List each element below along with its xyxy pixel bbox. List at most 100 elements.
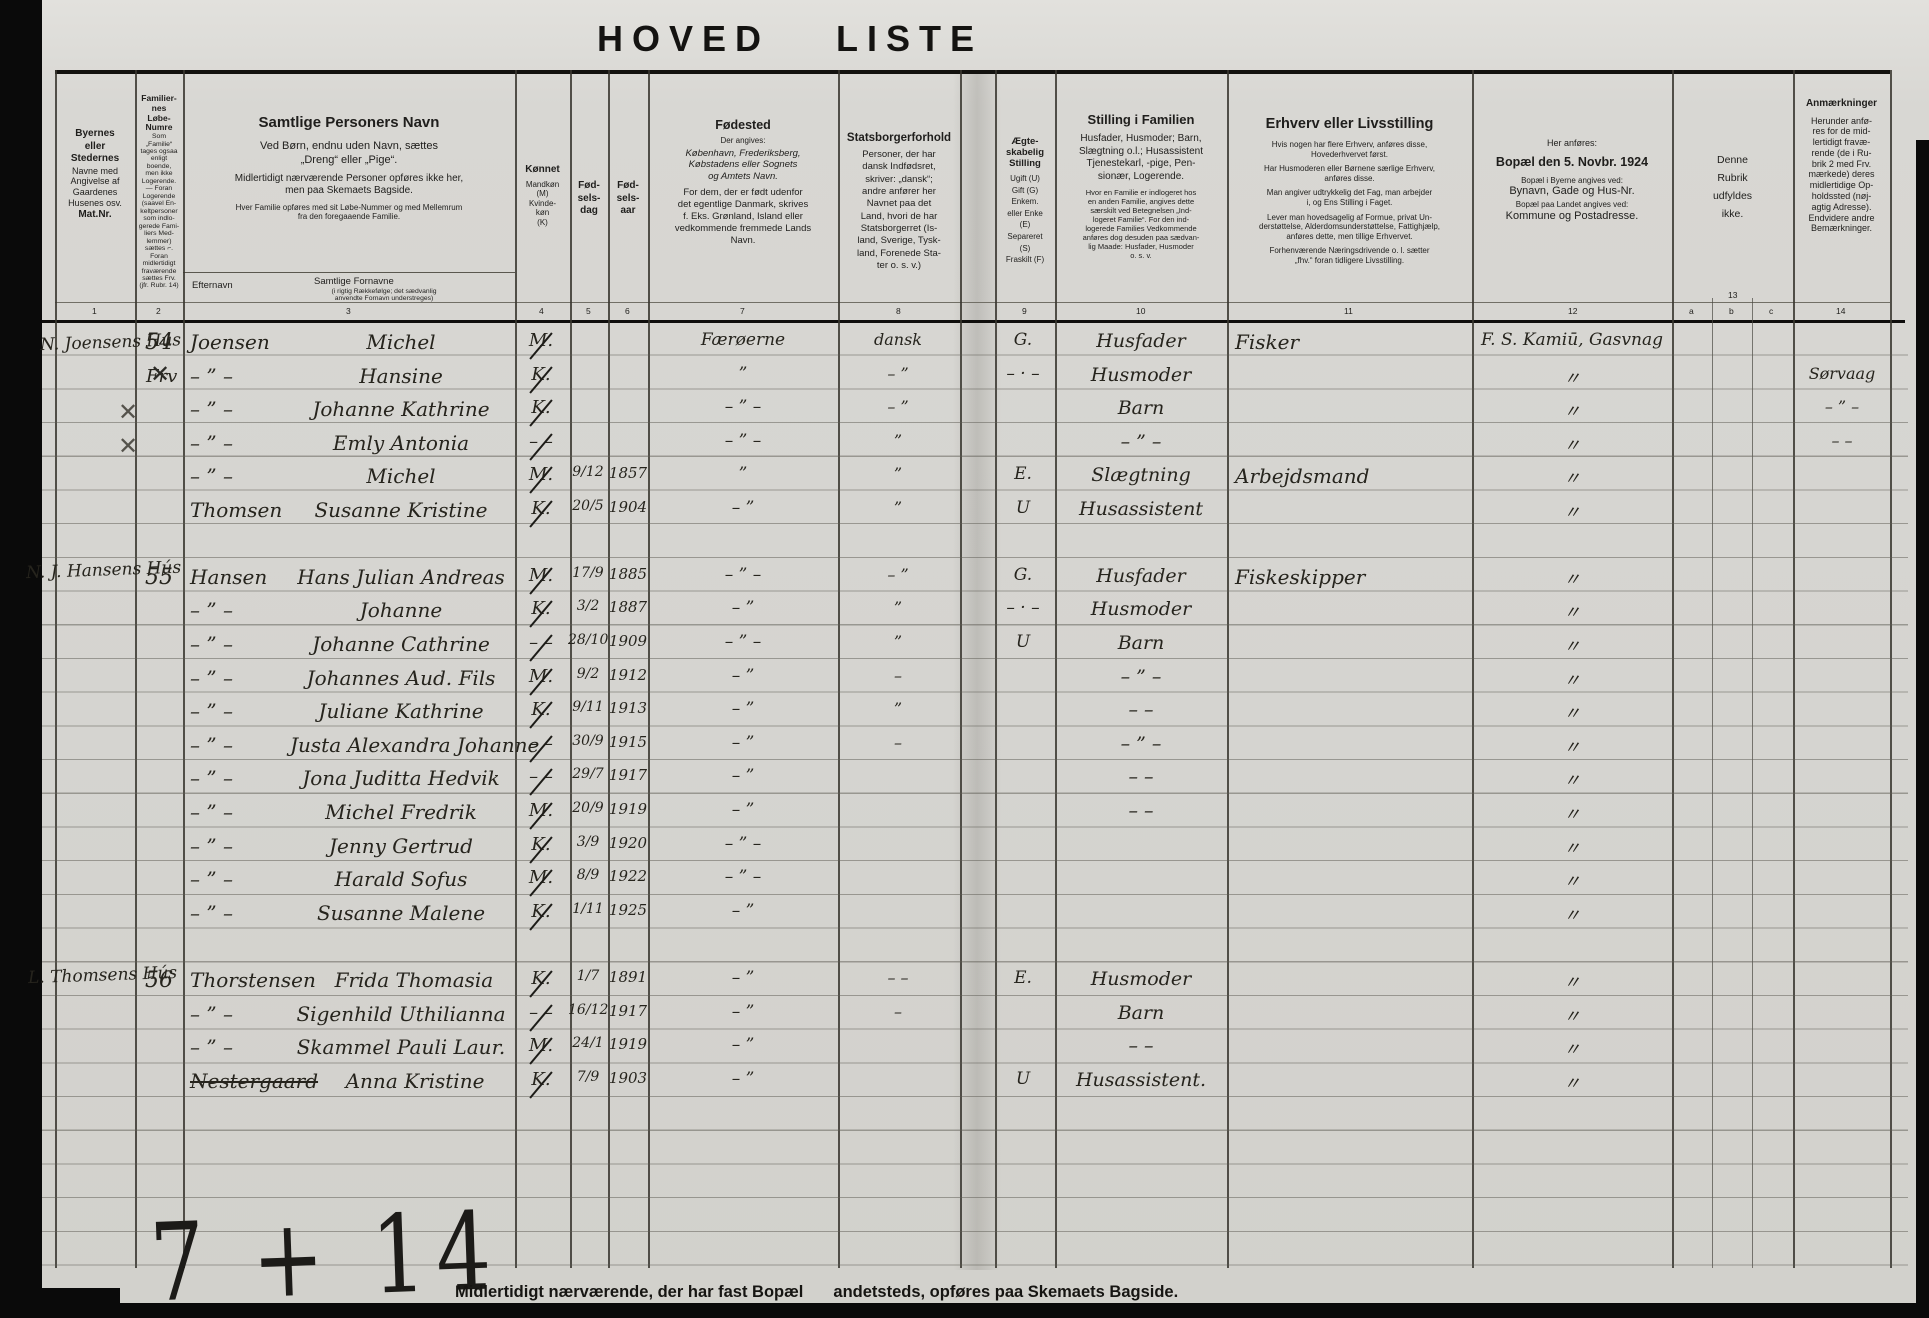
cell-firstnames: Juliane Kathrine	[318, 699, 484, 723]
cell-birthplace: – ” –	[724, 397, 762, 417]
cell-family-number: 55	[145, 565, 173, 590]
header-text: Byernes eller Stedernes	[70, 128, 120, 164]
cell-birthplace: – ”	[731, 901, 755, 921]
header-text: Fødested	[715, 118, 771, 132]
column-number: 2	[156, 306, 161, 316]
cell-birthday: 29/7	[572, 766, 604, 782]
cell-birthplace: – ”	[731, 968, 755, 988]
cell-residence: 〃	[1563, 738, 1581, 758]
cell-firstnames: Skammel Pauli Laur.	[296, 1035, 506, 1059]
cell-surname: – ” –	[190, 834, 233, 858]
cell-birthday: 9/2	[576, 666, 600, 682]
cell-birthday: 17/9	[572, 565, 604, 581]
cell-marital: G.	[1013, 565, 1033, 585]
cell-family-position: Husmoder	[1090, 364, 1192, 386]
cell-birthyear: 1922	[608, 867, 648, 885]
cell-surname: Hansen	[190, 565, 268, 589]
cell-firstnames: Hans Julian Andreas	[297, 565, 505, 589]
cell-birthday: 30/9	[572, 733, 604, 749]
cell-birthyear: 1917	[608, 1002, 648, 1020]
table-row: – ” – Michel Fredrik M. 20/9 1919 – ” – –…	[0, 800, 1929, 832]
cell-surname: – ” –	[190, 1035, 233, 1059]
cell-firstnames: Johannes Aud. Fils	[306, 666, 496, 690]
cell-citizenship: ”	[893, 598, 903, 617]
header-text: Her anføres:	[1546, 138, 1597, 148]
cell-birthday: 9/12	[572, 464, 604, 480]
title-word: HOVED	[596, 18, 770, 59]
column-number: 11	[1344, 306, 1353, 316]
cell-name: – ” – Johannes Aud. Fils	[188, 666, 512, 690]
column-number: 3	[346, 306, 351, 316]
cell-name: Hansen Hans Julian Andreas	[188, 565, 512, 589]
cell-residence: 〃	[1563, 906, 1581, 926]
cell-family-position: – ” –	[1120, 733, 1162, 755]
table-row: – ” – Johanne Kathrine K. – ” – – ” Barn …	[0, 397, 1929, 429]
cell-residence: 〃	[1563, 704, 1581, 724]
cell-family-position: Slægtning	[1091, 464, 1191, 486]
cell-firstnames: Anna Kristine	[345, 1069, 485, 1093]
cell-birthplace: – ”	[731, 699, 755, 719]
cell-residence: 〃	[1563, 570, 1581, 590]
cell-family-position: – ” –	[1120, 431, 1162, 453]
footer-note-right: andetsteds, opføres paa Skemaets Bagside…	[833, 1283, 1179, 1301]
table-row: – ” – Susanne Malene K. 1/11 1925 – ” 〃	[0, 901, 1929, 933]
cell-name: – ” – Johanne Cathrine	[188, 632, 512, 656]
header-text: Ved Børn, endnu uden Navn, sættes „Dreng…	[260, 140, 438, 167]
cell-family-position: Husassistent	[1079, 498, 1203, 520]
cell-family-position: – –	[1128, 766, 1154, 788]
cell-firstnames: Hansine	[359, 364, 443, 388]
cell-name: Nestergaard Anna Kristine	[188, 1069, 512, 1093]
cell-surname: – ” –	[190, 666, 233, 690]
header-text: Bopæl i Byerne angives ved:	[1521, 175, 1623, 185]
cell-marital: – · –	[1006, 364, 1040, 384]
table-row: – ” – Sigenhild Uthilianna – – 16/12 1917…	[0, 1002, 1929, 1034]
ruled-lines	[42, 322, 1908, 1266]
header-text: Midlertidigt nærværende Personer opføres…	[234, 172, 464, 197]
cell-residence: 〃	[1563, 1040, 1581, 1060]
cell-surname: Thorstensen	[190, 968, 316, 992]
column-header-blank-rubric: Denne Rubrik udfyldes ikke.	[1673, 76, 1792, 302]
cell-surname: – ” –	[190, 431, 233, 455]
cell-citizenship: – –	[887, 968, 909, 987]
cell-surname: – ” –	[190, 733, 233, 757]
cell-sex: – –	[516, 766, 566, 787]
cell-birthyear: 1920	[608, 834, 648, 852]
cell-birthday: 20/9	[572, 800, 604, 816]
cell-residence: 〃	[1563, 436, 1581, 456]
header-text: Bynavn, Gade og Hus-Nr.	[1509, 185, 1635, 198]
cell-citizenship: ”	[893, 464, 903, 483]
cell-birthplace: ”	[738, 364, 748, 384]
header-text: Fød- sels- dag	[577, 180, 601, 216]
cell-birthplace: – ”	[731, 1069, 755, 1089]
cell-occupation: Fisker	[1235, 330, 1300, 354]
header-text: Personer, der har dansk Indfødsret, skri…	[857, 149, 941, 272]
table-row: 55 Hansen Hans Julian Andreas M. 17/9 188…	[0, 565, 1929, 597]
header-text: Denne Rubrik udfyldes ikke.	[1712, 154, 1753, 220]
header-text: København, Frederiksberg, Købstadens ell…	[685, 147, 801, 183]
cell-birthyear: 1912	[608, 666, 648, 684]
cell-citizenship: – ”	[887, 364, 909, 383]
cell-birthyear: 1891	[608, 968, 648, 986]
cell-surname: – ” –	[190, 364, 233, 388]
table-row: – ” – Johanne Cathrine – – 28/10 1909 – ”…	[0, 632, 1929, 664]
cell-birthday: 28/10	[568, 632, 609, 648]
column-header-family-number: Familier- nes Løbe- Numre Som „Familie“ …	[136, 76, 182, 302]
cell-sex: – –	[516, 733, 566, 754]
column-number: 7	[740, 306, 745, 316]
table-row: – ” – Harald Sofus M. 8/9 1922 – ” – 〃	[0, 867, 1929, 899]
column-header-marital: Ægte- skabelig Stilling Ugift (U) Gift (…	[996, 76, 1054, 302]
header-text: Erhverv eller Livsstilling	[1265, 116, 1434, 132]
cell-name: – ” – Hansine	[188, 364, 512, 388]
handwritten-tally: 7 + 14	[147, 1189, 503, 1318]
subheader-firstnames-note: (i rigtig Rækkefølge; det sædvanlig anve…	[331, 288, 437, 302]
header-text: Bopæl den 5. Novbr. 1924	[1495, 154, 1649, 169]
cell-marital: – · –	[1006, 598, 1040, 618]
cell-surname: – ” –	[190, 397, 233, 421]
cell-birthplace: – ”	[731, 800, 755, 820]
cell-family-position: Husmoder	[1090, 968, 1192, 990]
cell-family-position: Husmoder	[1090, 598, 1192, 620]
column-header-sex: Kønnet Mandkøn (M) Kvinde- køn (K)	[516, 76, 569, 302]
cell-residence: 〃	[1563, 603, 1581, 623]
cell-marital: E.	[1014, 464, 1032, 484]
cell-birthplace: Færøerne	[700, 330, 786, 350]
